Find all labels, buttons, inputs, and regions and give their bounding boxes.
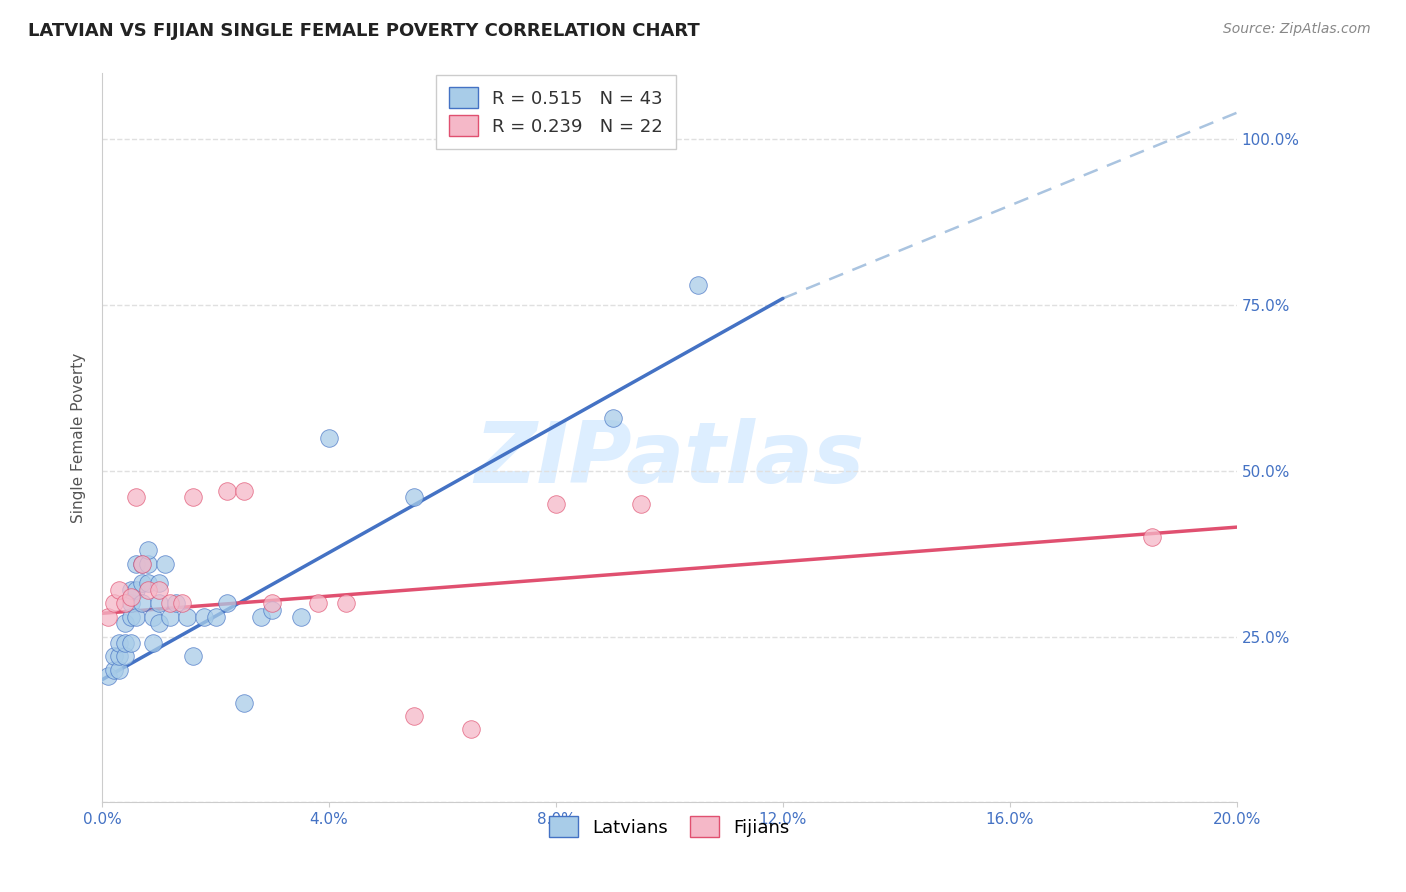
Point <box>215 596 238 610</box>
Point <box>170 596 193 610</box>
Point <box>215 483 238 498</box>
Point <box>131 576 153 591</box>
Point <box>125 609 148 624</box>
Point <box>108 636 131 650</box>
Point <box>262 596 284 610</box>
Point <box>460 723 482 737</box>
Point <box>193 609 215 624</box>
Point <box>1140 530 1163 544</box>
Point <box>148 596 170 610</box>
Point <box>233 483 256 498</box>
Point <box>131 557 153 571</box>
Point <box>125 557 148 571</box>
Point <box>114 616 136 631</box>
Point <box>544 497 567 511</box>
Y-axis label: Single Female Poverty: Single Female Poverty <box>72 352 86 523</box>
Point <box>630 497 652 511</box>
Point <box>404 709 426 723</box>
Point <box>686 278 709 293</box>
Point <box>148 616 170 631</box>
Point <box>114 636 136 650</box>
Point <box>120 636 142 650</box>
Point <box>103 649 125 664</box>
Point <box>602 410 624 425</box>
Point <box>181 491 204 505</box>
Point <box>136 543 159 558</box>
Point <box>148 576 170 591</box>
Point <box>204 609 226 624</box>
Point <box>114 649 136 664</box>
Point <box>97 669 120 683</box>
Point <box>131 596 153 610</box>
Point <box>120 609 142 624</box>
Point <box>142 609 165 624</box>
Point <box>250 609 273 624</box>
Point <box>97 609 120 624</box>
Point <box>181 649 204 664</box>
Point <box>142 636 165 650</box>
Point <box>136 557 159 571</box>
Point <box>404 491 426 505</box>
Point <box>108 663 131 677</box>
Point <box>125 583 148 598</box>
Point <box>136 583 159 598</box>
Point <box>103 596 125 610</box>
Point <box>114 596 136 610</box>
Point <box>176 609 198 624</box>
Point <box>307 596 329 610</box>
Text: ZIPatlas: ZIPatlas <box>474 418 865 501</box>
Point <box>120 583 142 598</box>
Point <box>120 590 142 604</box>
Point <box>233 696 256 710</box>
Point <box>159 596 181 610</box>
Legend: Latvians, Fijians: Latvians, Fijians <box>543 809 797 845</box>
Point <box>165 596 187 610</box>
Point <box>318 431 340 445</box>
Point <box>262 603 284 617</box>
Point <box>103 663 125 677</box>
Point <box>159 609 181 624</box>
Point <box>108 583 131 598</box>
Point <box>148 583 170 598</box>
Point <box>136 576 159 591</box>
Point <box>108 649 131 664</box>
Point <box>290 609 312 624</box>
Text: Source: ZipAtlas.com: Source: ZipAtlas.com <box>1223 22 1371 37</box>
Text: LATVIAN VS FIJIAN SINGLE FEMALE POVERTY CORRELATION CHART: LATVIAN VS FIJIAN SINGLE FEMALE POVERTY … <box>28 22 700 40</box>
Point <box>120 596 142 610</box>
Point <box>131 557 153 571</box>
Point <box>125 491 148 505</box>
Point <box>153 557 176 571</box>
Point <box>335 596 357 610</box>
